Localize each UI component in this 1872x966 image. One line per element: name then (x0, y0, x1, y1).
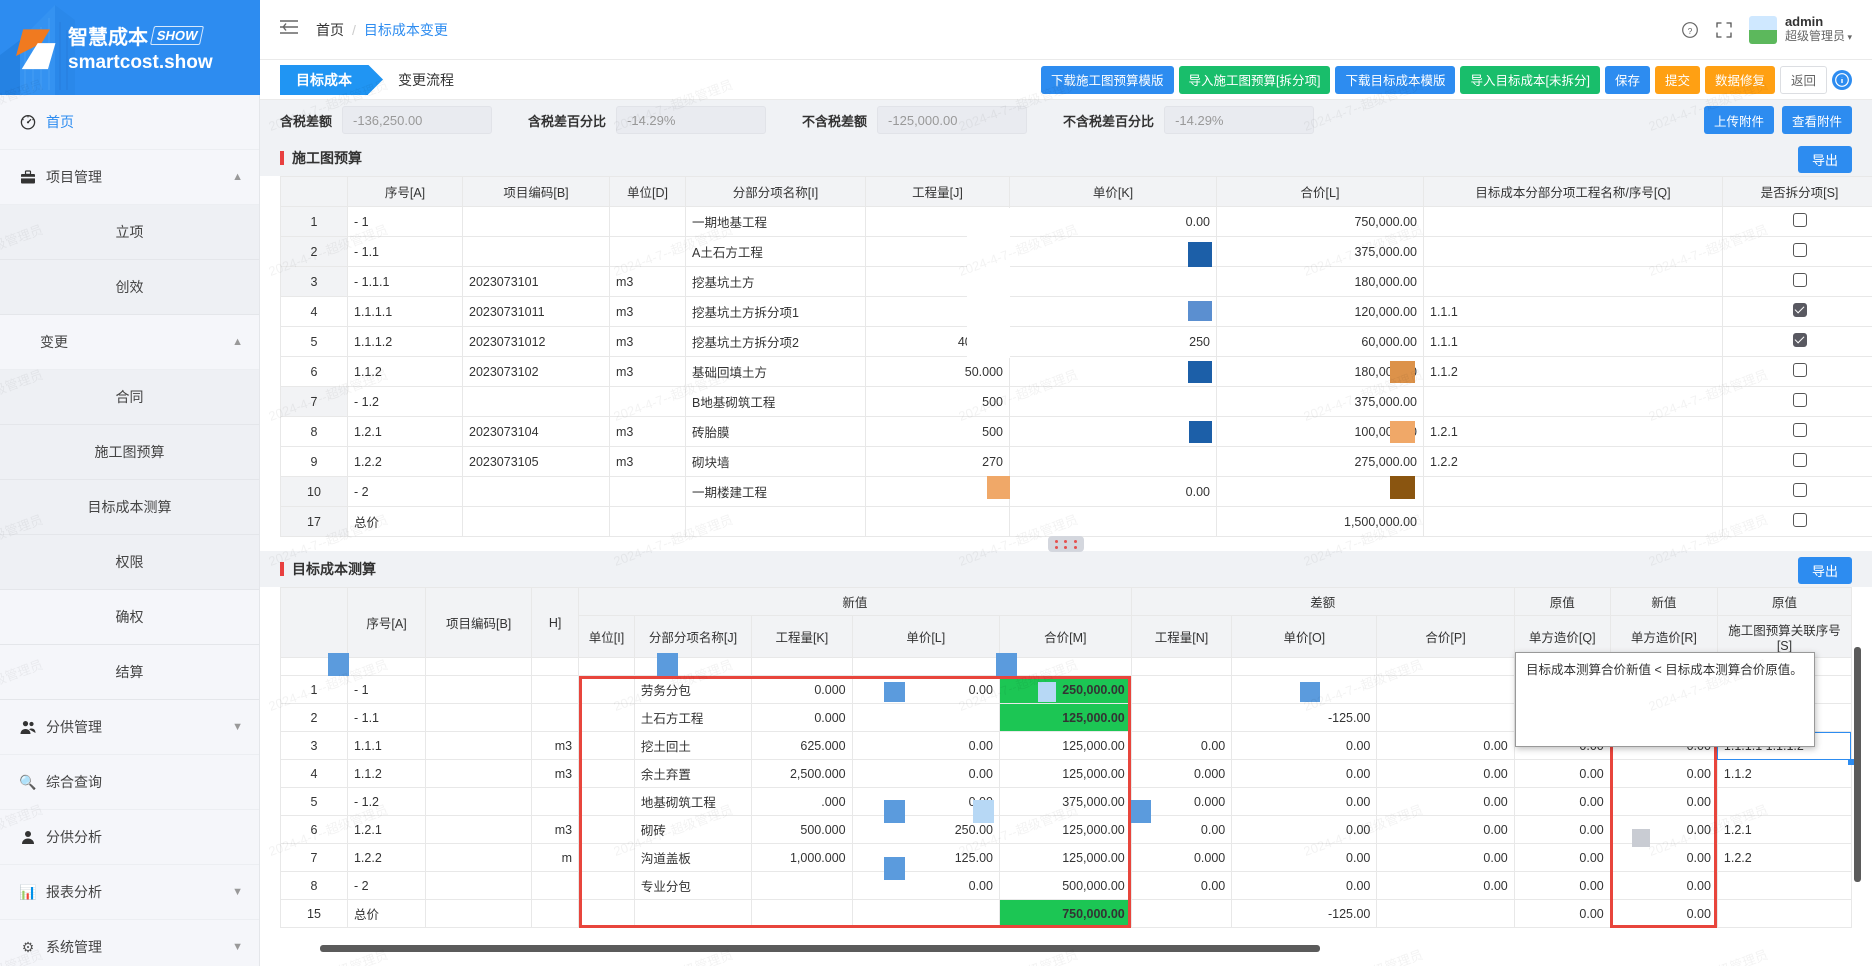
svg-text:?: ? (1688, 26, 1693, 36)
